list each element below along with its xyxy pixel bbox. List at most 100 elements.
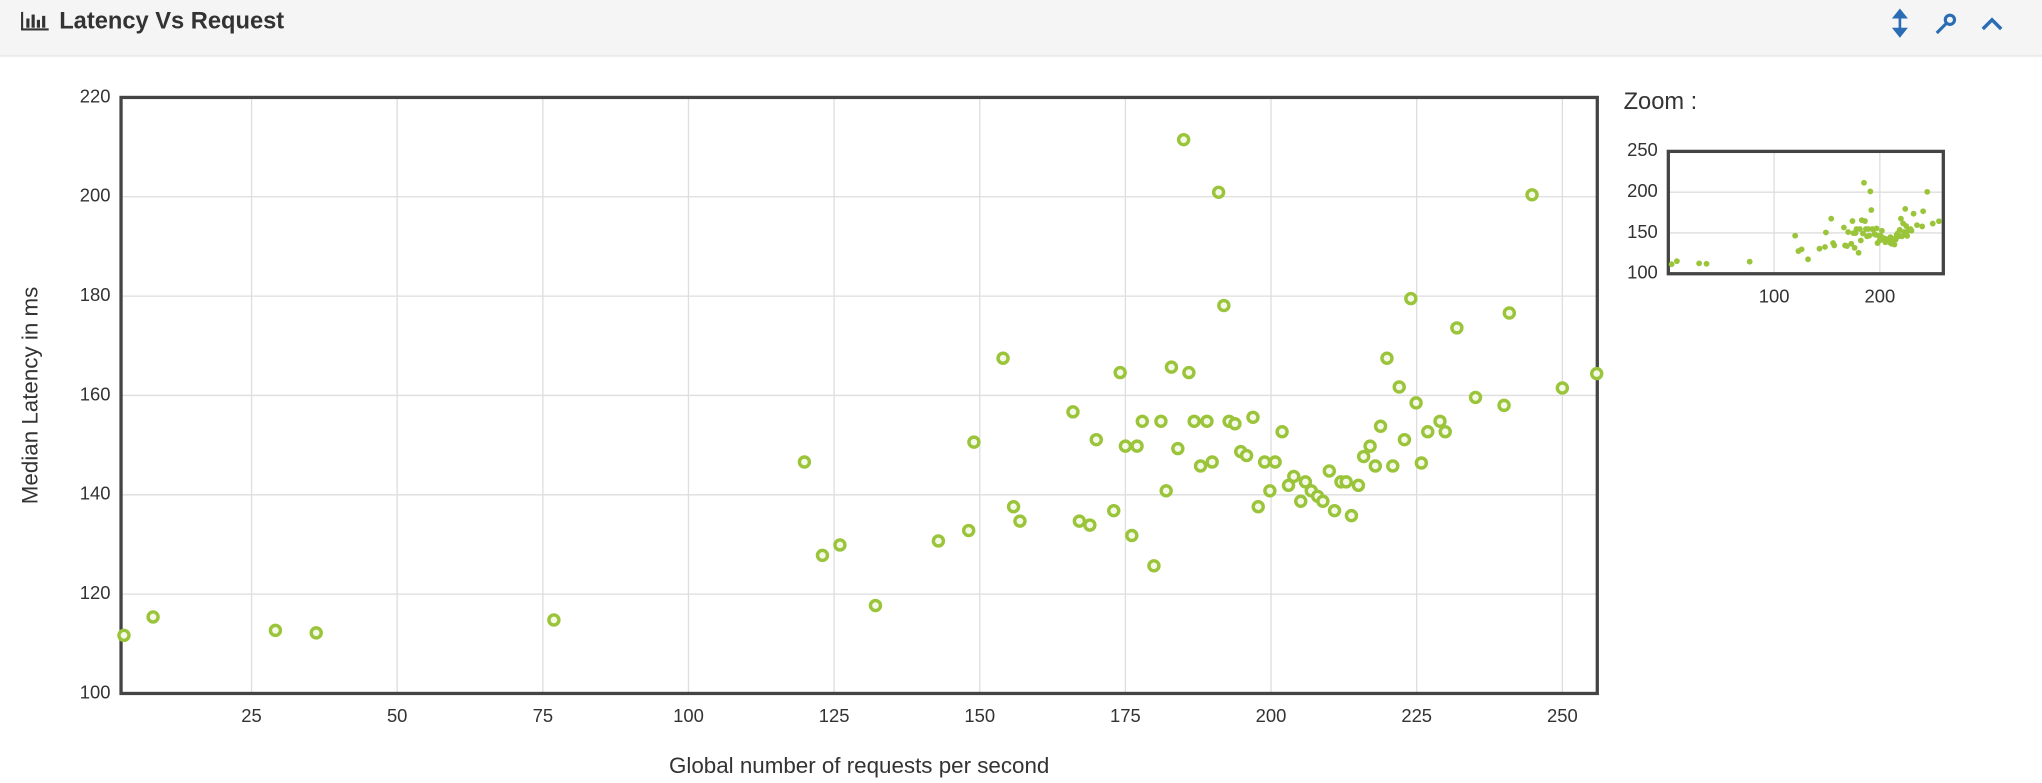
data-point (1193, 459, 1208, 473)
data-point (1589, 366, 1604, 381)
data-point (1083, 518, 1097, 532)
data-point (1668, 261, 1675, 268)
data-point (1135, 414, 1150, 428)
data-point (268, 623, 283, 638)
data-point (1898, 215, 1904, 222)
y-tick-label: 180 (80, 284, 111, 305)
resize-button[interactable] (1891, 8, 1908, 38)
data-point (1502, 306, 1517, 320)
data-point (1868, 207, 1875, 213)
data-point (1339, 475, 1353, 489)
y-axis-label: Median Latency in ms (17, 287, 42, 505)
data-point (1182, 365, 1196, 380)
data-point (1380, 351, 1394, 365)
data-point (967, 435, 981, 449)
data-point (1154, 414, 1168, 428)
data-point (1107, 503, 1121, 518)
data-point (1298, 475, 1313, 489)
data-point (1368, 459, 1383, 473)
data-point (1397, 432, 1412, 447)
y-tick-label: 150 (1627, 221, 1658, 242)
data-point (1903, 223, 1910, 229)
data-point (117, 628, 131, 643)
data-point (1164, 360, 1179, 374)
data-point (1896, 226, 1903, 233)
data-point (1072, 514, 1087, 528)
data-point (1414, 456, 1429, 470)
x-tick-label: 150 (964, 705, 995, 726)
data-point (1860, 230, 1866, 237)
data-point (146, 610, 160, 624)
data-point (1409, 396, 1423, 410)
data-point (1914, 222, 1920, 229)
data-point (1205, 455, 1219, 469)
x-tick-label: 175 (1110, 705, 1141, 726)
data-point (1856, 226, 1863, 232)
data-point (1861, 179, 1867, 186)
y-tick-label: 200 (1627, 180, 1658, 201)
data-point (1848, 240, 1855, 247)
data-point (1831, 242, 1838, 249)
data-point (1703, 260, 1710, 267)
data-point (309, 626, 323, 640)
x-tick-label: 200 (1865, 285, 1896, 306)
data-point (1187, 414, 1201, 428)
x-tick-label: 200 (1256, 705, 1287, 726)
data-point (1845, 229, 1852, 235)
data-point (931, 534, 946, 548)
y-tick-label: 200 (80, 185, 111, 206)
data-point (1113, 365, 1127, 380)
data-point (1351, 478, 1366, 493)
data-point (1902, 205, 1909, 212)
data-point (1746, 258, 1753, 265)
data-point (1792, 232, 1799, 239)
data-point (1878, 227, 1885, 234)
data-point (1891, 241, 1898, 248)
data-point (1450, 321, 1464, 335)
data-point (1125, 528, 1139, 543)
data-point (547, 613, 561, 627)
data-point (1849, 218, 1856, 224)
x-tick-label: 25 (241, 705, 261, 726)
plot-frame (119, 95, 1599, 696)
data-point (1862, 218, 1868, 224)
x-tick-label: 75 (533, 705, 553, 726)
data-point (1066, 405, 1080, 419)
data-point (1497, 398, 1511, 413)
y-tick-label: 140 (80, 483, 111, 504)
data-point (1392, 380, 1406, 394)
data-point (1327, 503, 1342, 518)
panel-title: Latency Vs Request (59, 9, 284, 35)
data-point (1433, 414, 1447, 428)
data-point (1904, 232, 1911, 239)
data-point (1356, 449, 1371, 464)
data-point (1268, 455, 1282, 469)
data-point (961, 523, 976, 538)
data-point (1798, 246, 1805, 253)
data-point (1344, 508, 1359, 523)
y-tick-label: 220 (80, 85, 111, 106)
data-point (1920, 208, 1927, 215)
y-tick-label: 160 (80, 383, 111, 404)
data-point (1322, 464, 1337, 478)
data-point (1386, 459, 1400, 473)
data-point (1176, 132, 1191, 147)
x-tick-label: 50 (387, 705, 407, 726)
data-point (1823, 229, 1829, 236)
x-tick-label: 100 (673, 705, 704, 726)
chart-icon (21, 11, 49, 31)
data-point (1251, 499, 1265, 514)
data-point (1228, 417, 1242, 431)
data-point (1805, 256, 1811, 263)
y-tick-label: 120 (80, 582, 111, 603)
data-point (1006, 499, 1021, 514)
data-point (1924, 188, 1931, 195)
data-point (996, 351, 1010, 365)
data-point (1908, 227, 1915, 234)
settings-button[interactable] (1935, 13, 1957, 35)
zoom-title: Zoom : (1624, 89, 1698, 115)
data-point (1275, 424, 1289, 439)
collapse-button[interactable] (1981, 17, 2003, 31)
